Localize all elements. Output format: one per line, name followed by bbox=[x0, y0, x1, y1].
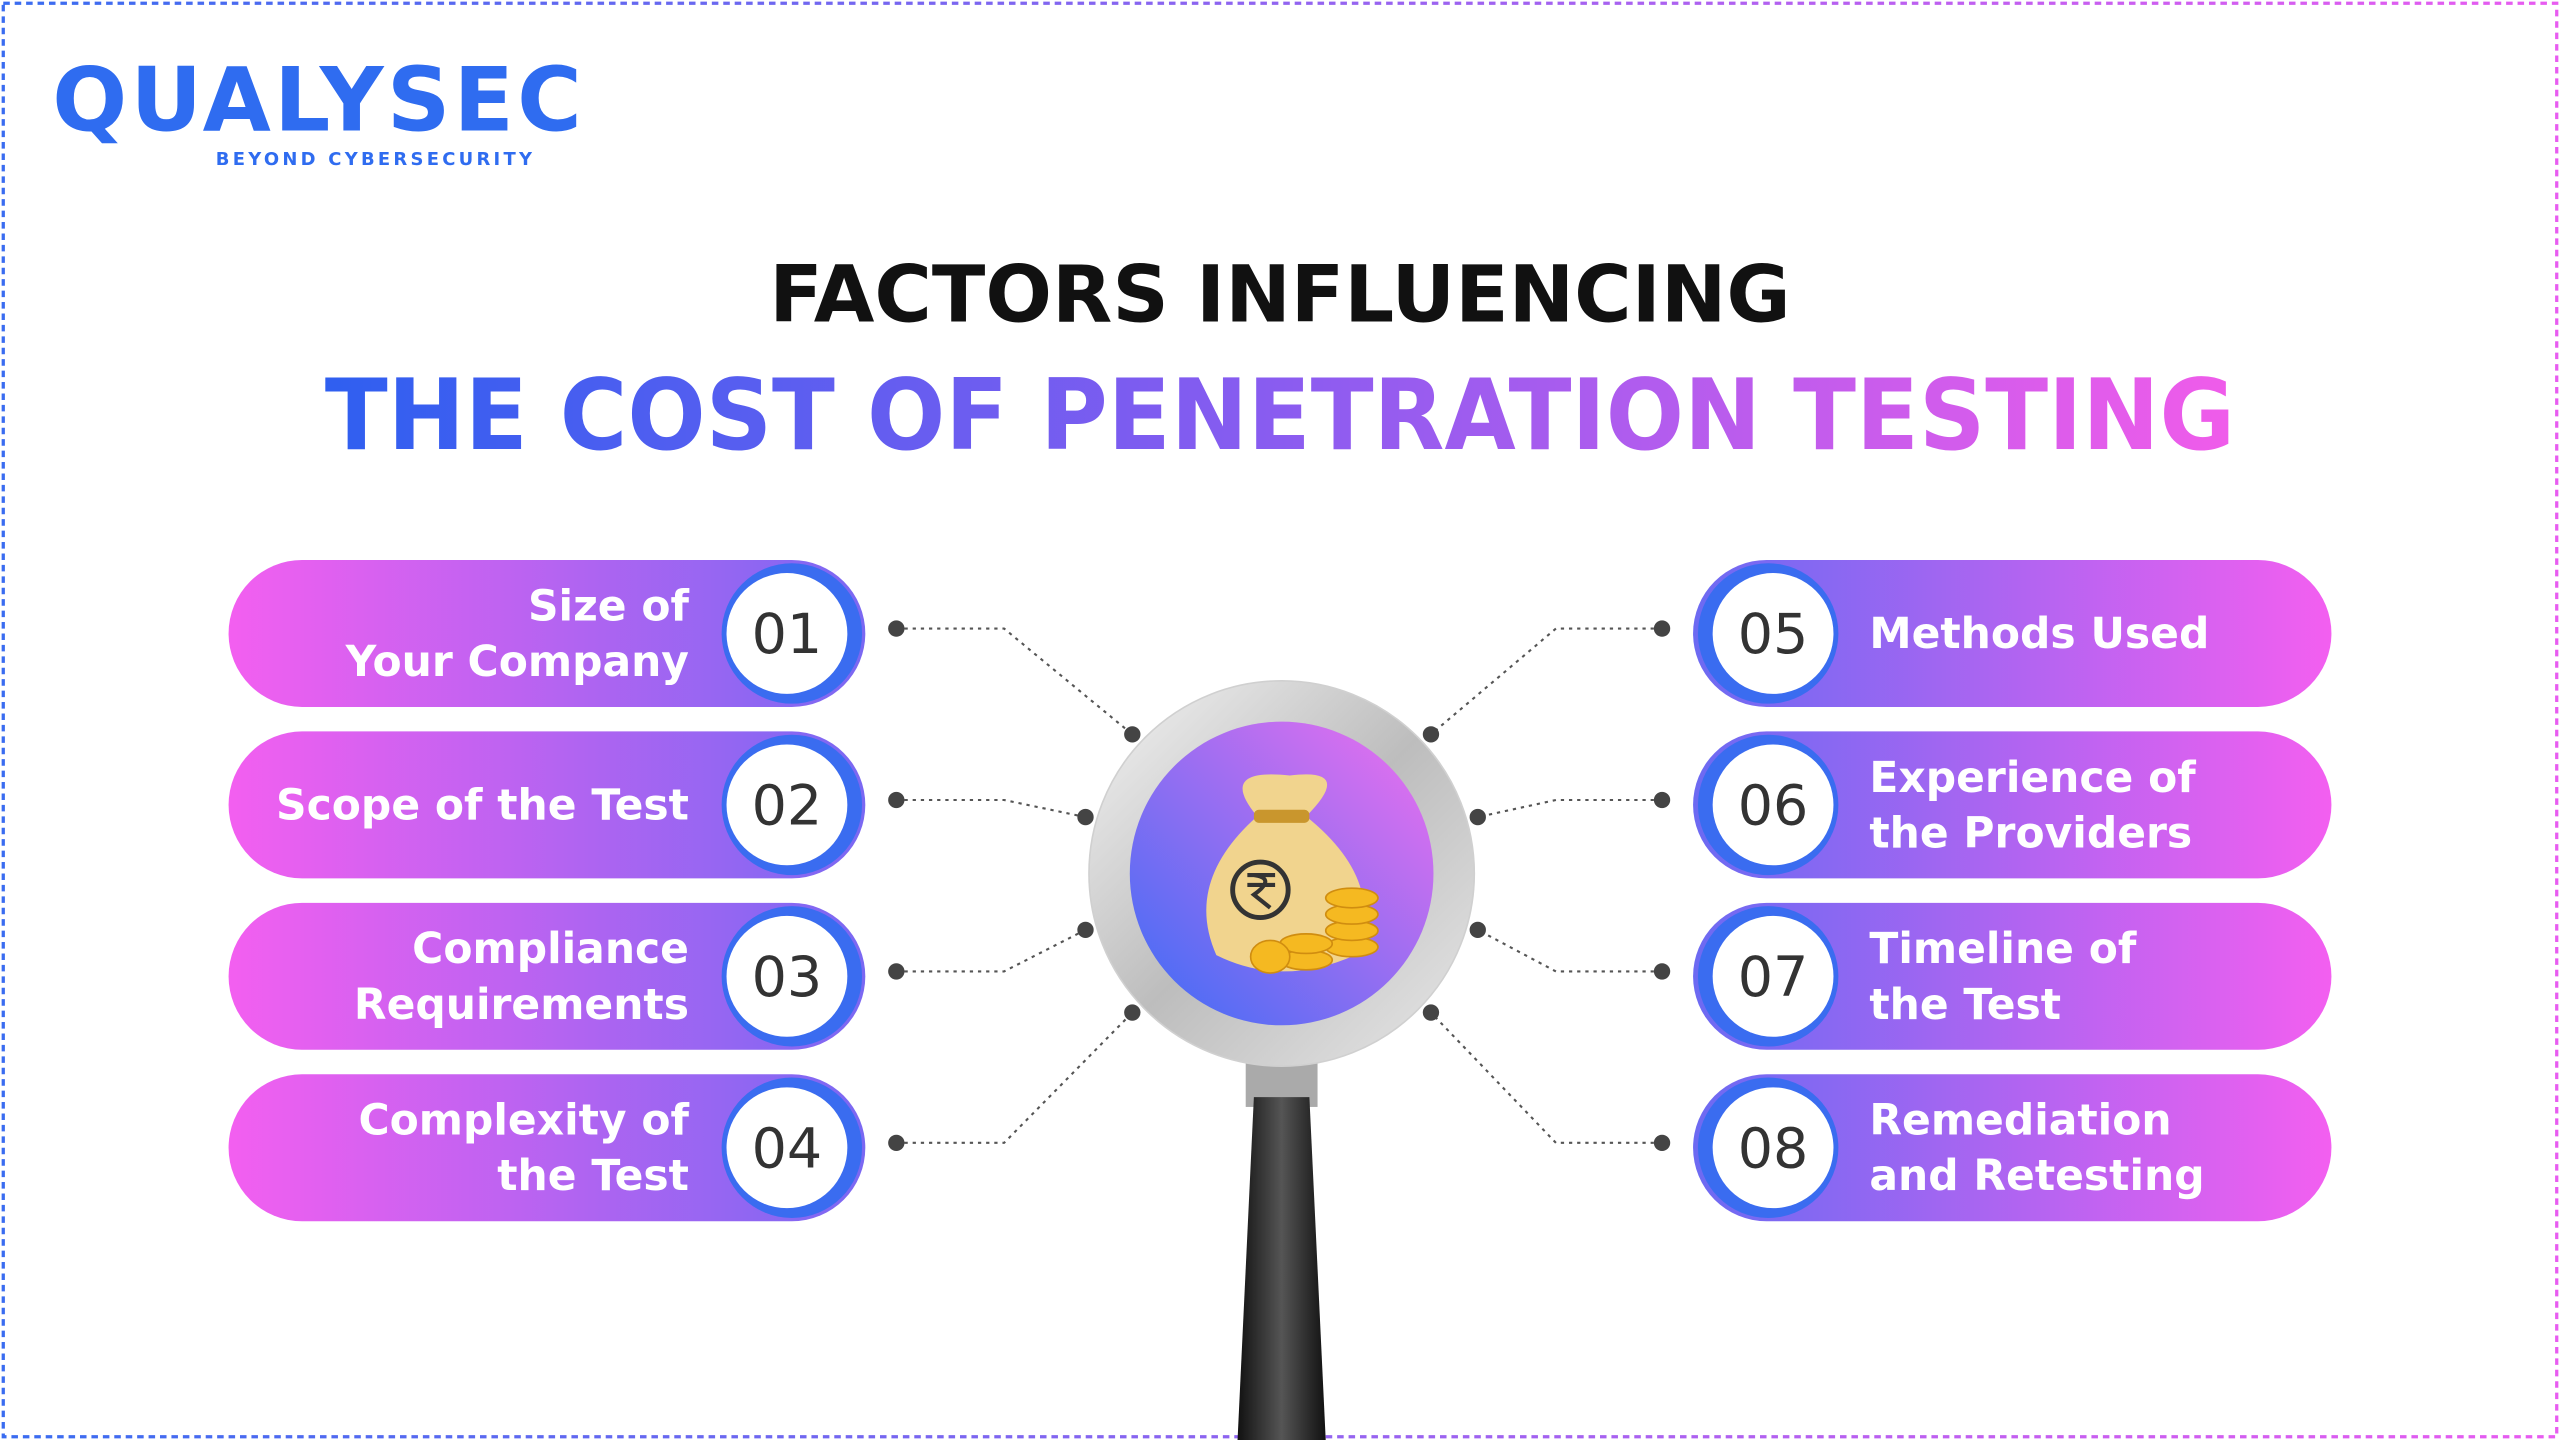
factor-label: and Retesting bbox=[1869, 1152, 2204, 1201]
factor-pill bbox=[1693, 560, 2332, 707]
connector-dot bbox=[888, 791, 905, 809]
factor-label: the Test bbox=[1869, 981, 2061, 1030]
connector-dot bbox=[1653, 963, 1671, 980]
factor-pill bbox=[1693, 902, 2332, 1050]
factor-label: the Providers bbox=[1869, 809, 2192, 858]
connector-dot bbox=[1077, 808, 1094, 826]
factor-label: Size of bbox=[528, 582, 690, 631]
connector-dot bbox=[888, 963, 905, 980]
factor-pill bbox=[228, 731, 866, 879]
factor-label: the Test bbox=[497, 1152, 689, 1201]
connector-dot bbox=[1422, 1004, 1440, 1021]
title-line1: FACTORS INFLUENCING bbox=[769, 250, 1791, 341]
factor-label: Compliance bbox=[412, 925, 689, 974]
logo: QUALYSEC BEYOND CYBERSECURITY bbox=[52, 49, 585, 170]
connector bbox=[1477, 928, 1663, 973]
connector bbox=[1430, 1011, 1663, 1144]
connector bbox=[896, 798, 1086, 819]
factor-label: Timeline of bbox=[1869, 925, 2137, 974]
connector-dot bbox=[1124, 1004, 1141, 1021]
logo-tagline: BEYOND CYBERSECURITY bbox=[216, 149, 535, 170]
factor-pill bbox=[228, 560, 866, 707]
factors: 01 Size of Your Company 02 Scope of the Test… bbox=[228, 560, 2332, 1222]
connector bbox=[896, 928, 1086, 973]
factor-label: Requirements bbox=[354, 981, 689, 1030]
factor-pill bbox=[228, 902, 866, 1050]
number-circle bbox=[726, 1087, 848, 1209]
number-circle bbox=[1712, 1087, 1834, 1209]
connector bbox=[1477, 798, 1663, 819]
connector bbox=[1430, 627, 1663, 736]
connector-dot bbox=[1124, 726, 1141, 743]
connector-dot bbox=[1653, 620, 1671, 637]
connector-dot bbox=[1469, 808, 1486, 826]
connector-dot bbox=[888, 1134, 905, 1152]
connector bbox=[896, 1011, 1134, 1144]
number-circle bbox=[726, 573, 848, 694]
factor-label: Complexity of bbox=[358, 1097, 689, 1146]
number-circle bbox=[726, 744, 848, 866]
factor-number: 08 bbox=[1738, 1116, 1809, 1181]
rupee-circle bbox=[1230, 859, 1291, 920]
connector-dot bbox=[888, 620, 905, 637]
number-circle bbox=[1712, 744, 1834, 866]
number-circle bbox=[1712, 915, 1834, 1037]
number-circle bbox=[1712, 573, 1834, 694]
factor-label: Methods Used bbox=[1869, 610, 2209, 659]
connector-dot bbox=[1422, 726, 1440, 743]
factor-number: 04 bbox=[752, 1116, 823, 1181]
number-circle bbox=[726, 915, 848, 1037]
factor-label: Scope of the Test bbox=[276, 782, 689, 831]
magnifier-handle bbox=[1237, 1097, 1326, 1440]
bag-tie bbox=[1253, 809, 1310, 823]
logo-name: QUALYSEC bbox=[52, 49, 585, 152]
factor-number: 01 bbox=[752, 602, 823, 667]
factor-number: 06 bbox=[1738, 773, 1809, 838]
connector bbox=[896, 627, 1133, 736]
connector-dot bbox=[1077, 921, 1094, 939]
factor-label: Your Company bbox=[345, 638, 689, 687]
connector-dot bbox=[1653, 1134, 1671, 1152]
factor-number: 07 bbox=[1738, 945, 1809, 1010]
connector-dot bbox=[1653, 791, 1671, 809]
title-line2: THE COST OF PENETRATION TESTING bbox=[325, 359, 2235, 473]
rupee-sign bbox=[1247, 873, 1276, 910]
factor-number: 03 bbox=[752, 945, 823, 1010]
factor-pill bbox=[1693, 731, 2332, 879]
factor-label: Experience of bbox=[1869, 754, 2196, 803]
factor-number: 05 bbox=[1738, 602, 1809, 667]
connector-dot bbox=[1469, 921, 1486, 939]
factor-number: 02 bbox=[752, 773, 823, 838]
factor-pill bbox=[1693, 1074, 2332, 1222]
coins bbox=[1249, 887, 1379, 974]
factor-label: Remediation bbox=[1869, 1097, 2171, 1146]
factor-pill bbox=[228, 1074, 866, 1222]
magnifier bbox=[1088, 680, 1476, 1440]
